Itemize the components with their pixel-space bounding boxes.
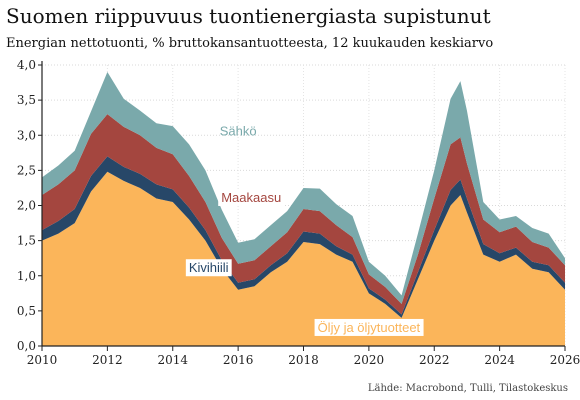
series-label: Sähkö	[220, 123, 257, 138]
series-labels: Öljy ja öljytuotteet Kivihiili Maakaasu Säh…	[185, 123, 424, 336]
series-label-group: Öljy ja öljytuotteet	[314, 318, 424, 336]
y-tick-label: 0,5	[17, 304, 36, 318]
series-label-group: Kivihiili	[185, 259, 232, 277]
x-tick-label: 2014	[157, 353, 188, 367]
series-label-background	[314, 318, 424, 336]
y-tick-label: 4,0	[17, 58, 36, 72]
x-tick-label: 2018	[288, 353, 319, 367]
y-tick-label: 1,5	[17, 234, 36, 248]
y-tick-label: 2,5	[17, 163, 36, 177]
series-label: Maakaasu	[221, 190, 281, 205]
x-tick-label: 2016	[223, 353, 254, 367]
area-kivihiili	[42, 156, 565, 318]
x-tick-label: 2022	[419, 353, 450, 367]
x-tick-label: 2024	[484, 353, 515, 367]
chart-subtitle: Energian nettotuonti, % bruttokansantuot…	[6, 36, 494, 51]
area-layers	[42, 72, 565, 346]
y-tick-label: 1,0	[17, 269, 36, 283]
chart-title: Suomen riippuvuus tuontienergiasta supis…	[6, 4, 491, 28]
area-öljy-ja-öljytuotteet	[42, 171, 565, 346]
series-label-group: Sähkö	[220, 123, 257, 138]
y-tick-label: 0,0	[17, 339, 36, 353]
x-tick-label: 2020	[354, 353, 385, 367]
source-note: Lähde: Macrobond, Tulli, Tilastokeskus	[367, 383, 568, 394]
axes: 0,0 0,5 1,0 1,5 2,0 2,5 3,0 3,5 4,0 2010 2012 2014 2…	[17, 58, 580, 367]
x-tick-label: 2026	[550, 353, 580, 367]
area-maakaasu	[42, 114, 565, 315]
x-tick-label: 2010	[27, 353, 58, 367]
y-tick-label: 3,5	[17, 93, 36, 107]
series-label: Kivihiili	[189, 260, 229, 275]
series-label-group: Maakaasu	[218, 188, 285, 206]
area-sähkö	[42, 72, 565, 304]
x-tick-label: 2012	[92, 353, 123, 367]
series-label-background	[185, 259, 232, 277]
series-label-background	[218, 188, 285, 206]
series-label: Öljy ja öljytuotteet	[318, 320, 421, 335]
y-tick-label: 2,0	[17, 199, 36, 213]
y-tick-label: 3,0	[17, 128, 36, 142]
